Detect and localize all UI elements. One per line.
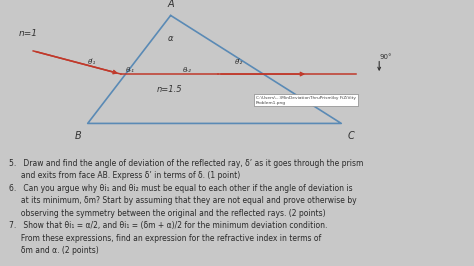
Text: n=1: n=1	[19, 30, 38, 39]
Text: n=1.5: n=1.5	[156, 85, 182, 94]
Text: 90°: 90°	[379, 54, 392, 60]
Text: θᴵ₁: θᴵ₁	[88, 59, 97, 65]
Text: θᵣ₁: θᵣ₁	[126, 67, 135, 73]
Text: 5.   Draw and find the angle of deviation of the reflected ray, δ’ as it goes th: 5. Draw and find the angle of deviation …	[9, 159, 364, 255]
Text: B: B	[75, 131, 82, 141]
Text: C:\Users\...\MinDeviationThruPrism\by FiZiVity
Problem1.png: C:\Users\...\MinDeviationThruPrism\by Fi…	[256, 96, 356, 105]
Text: C: C	[347, 131, 354, 141]
Text: A: A	[167, 0, 174, 9]
Text: α: α	[168, 34, 173, 43]
Text: θᴵ₂: θᴵ₂	[235, 59, 244, 65]
Text: θᵣ₂: θᵣ₂	[183, 67, 191, 73]
